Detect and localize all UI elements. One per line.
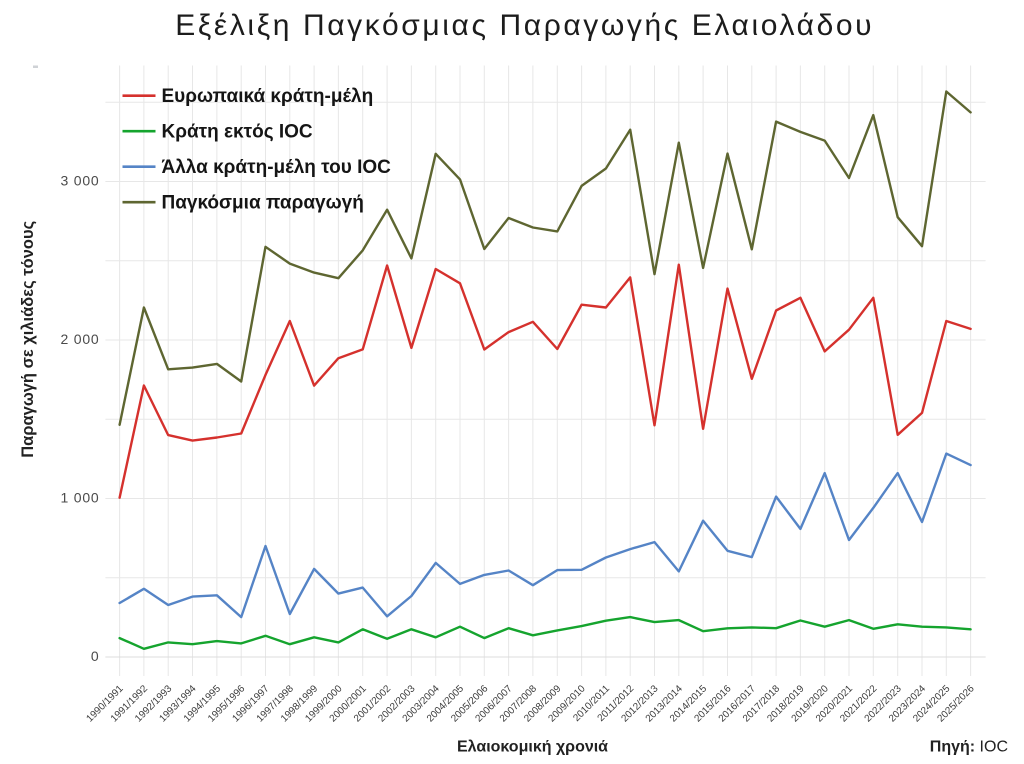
- svg-text:Παγκόσμια παραγωγή: Παγκόσμια παραγωγή: [162, 193, 364, 214]
- svg-text:Άλλα κράτη-μέλη του IOC: Άλλα κράτη-μέλη του IOC: [162, 157, 392, 178]
- svg-text:3 000: 3 000: [60, 173, 99, 189]
- svg-text:Ελαιοκομική χρονιά: Ελαιοκομική χρονιά: [457, 739, 608, 756]
- svg-text:Πηγή: IOC: Πηγή: IOC: [930, 739, 1008, 756]
- svg-text:1 000: 1 000: [60, 490, 99, 506]
- svg-text:Κράτη εκτός IOC: Κράτη εκτός IOC: [162, 122, 313, 143]
- svg-text:Παραγωγή σε χιλιάδες τόνους: Παραγωγή σε χιλιάδες τόνους: [19, 221, 37, 458]
- svg-text:2 000: 2 000: [60, 331, 99, 347]
- svg-text:0: 0: [91, 648, 100, 664]
- svg-text:Εξέλιξη Παγκόσμιας Παραγωγής Ε: Εξέλιξη Παγκόσμιας Παραγωγής Ελαιολάδου: [175, 9, 874, 42]
- svg-text:Ευρωπαικά κράτη-μέλη: Ευρωπαικά κράτη-μέλη: [162, 86, 374, 107]
